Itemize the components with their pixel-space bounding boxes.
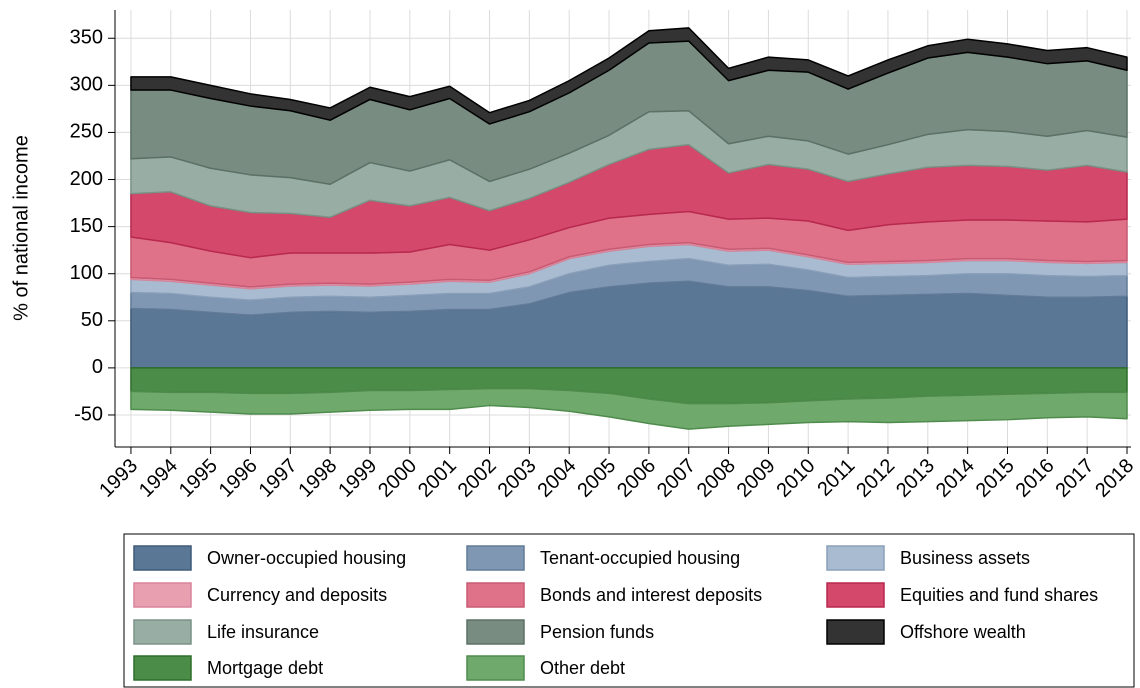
y-tick-label: 300 <box>70 74 103 96</box>
y-tick-label: 150 <box>70 215 103 237</box>
legend-label: Bonds and interest deposits <box>540 585 762 605</box>
x-tick-label: 2003 <box>494 455 541 502</box>
x-tick-label: 2012 <box>852 455 899 502</box>
legend-label: Tenant-occupied housing <box>540 548 740 568</box>
legend-swatch <box>133 545 192 571</box>
legend-label: Currency and deposits <box>207 585 387 605</box>
x-tick-label: 2007 <box>653 455 700 502</box>
legend-swatch <box>466 582 525 608</box>
legend-label: Business assets <box>900 548 1030 568</box>
x-tick-label: 2015 <box>972 455 1019 502</box>
x-tick-label: 2016 <box>1012 455 1059 502</box>
y-tick-label: 0 <box>92 356 103 378</box>
x-tick-label: 2009 <box>733 455 780 502</box>
x-tick-label: 2017 <box>1051 455 1098 502</box>
x-tick-label: 2005 <box>573 455 620 502</box>
legend-swatch <box>133 582 192 608</box>
legend-label: Mortgage debt <box>207 658 323 678</box>
legend-label: Offshore wealth <box>900 622 1026 642</box>
y-tick-label: 250 <box>70 121 103 143</box>
area <box>130 387 1128 430</box>
x-tick-label: 2001 <box>414 455 461 502</box>
legend-swatch <box>826 619 885 645</box>
x-tick-label: 1995 <box>175 455 222 502</box>
x-tick-label: 2008 <box>693 455 740 502</box>
y-tick-label: 100 <box>70 262 103 284</box>
x-tick-label: 1993 <box>95 455 142 502</box>
y-axis-label: % of national income <box>10 135 32 321</box>
legend-swatch <box>826 545 885 571</box>
x-tick-label: 2006 <box>613 455 660 502</box>
x-tick-label: 2011 <box>813 455 859 501</box>
x-tick-label: 2018 <box>1091 455 1138 502</box>
x-tick-label: 2010 <box>773 455 820 502</box>
legend-swatch <box>826 582 885 608</box>
x-tick-label: 1996 <box>215 455 262 502</box>
area <box>130 27 1128 125</box>
x-tick-label: 2000 <box>374 455 421 502</box>
legend-label: Pension funds <box>540 622 654 642</box>
legend-swatch <box>133 619 192 645</box>
x-tick-label: 2004 <box>533 455 580 502</box>
x-tick-label: 1999 <box>334 455 381 502</box>
x-tick-label: 1997 <box>255 455 302 502</box>
legend-box <box>123 533 1135 688</box>
x-tick-label: 2013 <box>892 455 939 502</box>
legend-label: Other debt <box>540 658 625 678</box>
y-tick-label: 200 <box>70 168 103 190</box>
y-tick-label: 350 <box>70 27 103 49</box>
legend-swatch <box>133 655 192 681</box>
legend-swatch <box>466 619 525 645</box>
x-tick-label: 1994 <box>135 455 182 502</box>
legend-label: Life insurance <box>207 622 319 642</box>
x-tick-label: 2014 <box>932 455 979 502</box>
y-tick-label: 50 <box>81 309 103 331</box>
legend-swatch <box>466 655 525 681</box>
areas <box>130 27 1128 430</box>
legend-label: Equities and fund shares <box>900 585 1098 605</box>
legend-label: Owner-occupied housing <box>207 548 406 568</box>
x-tick-label: 1998 <box>294 455 341 502</box>
x-tick-label: 2002 <box>454 455 501 502</box>
legend-swatch <box>466 545 525 571</box>
y-tick-label: -50 <box>74 403 103 425</box>
